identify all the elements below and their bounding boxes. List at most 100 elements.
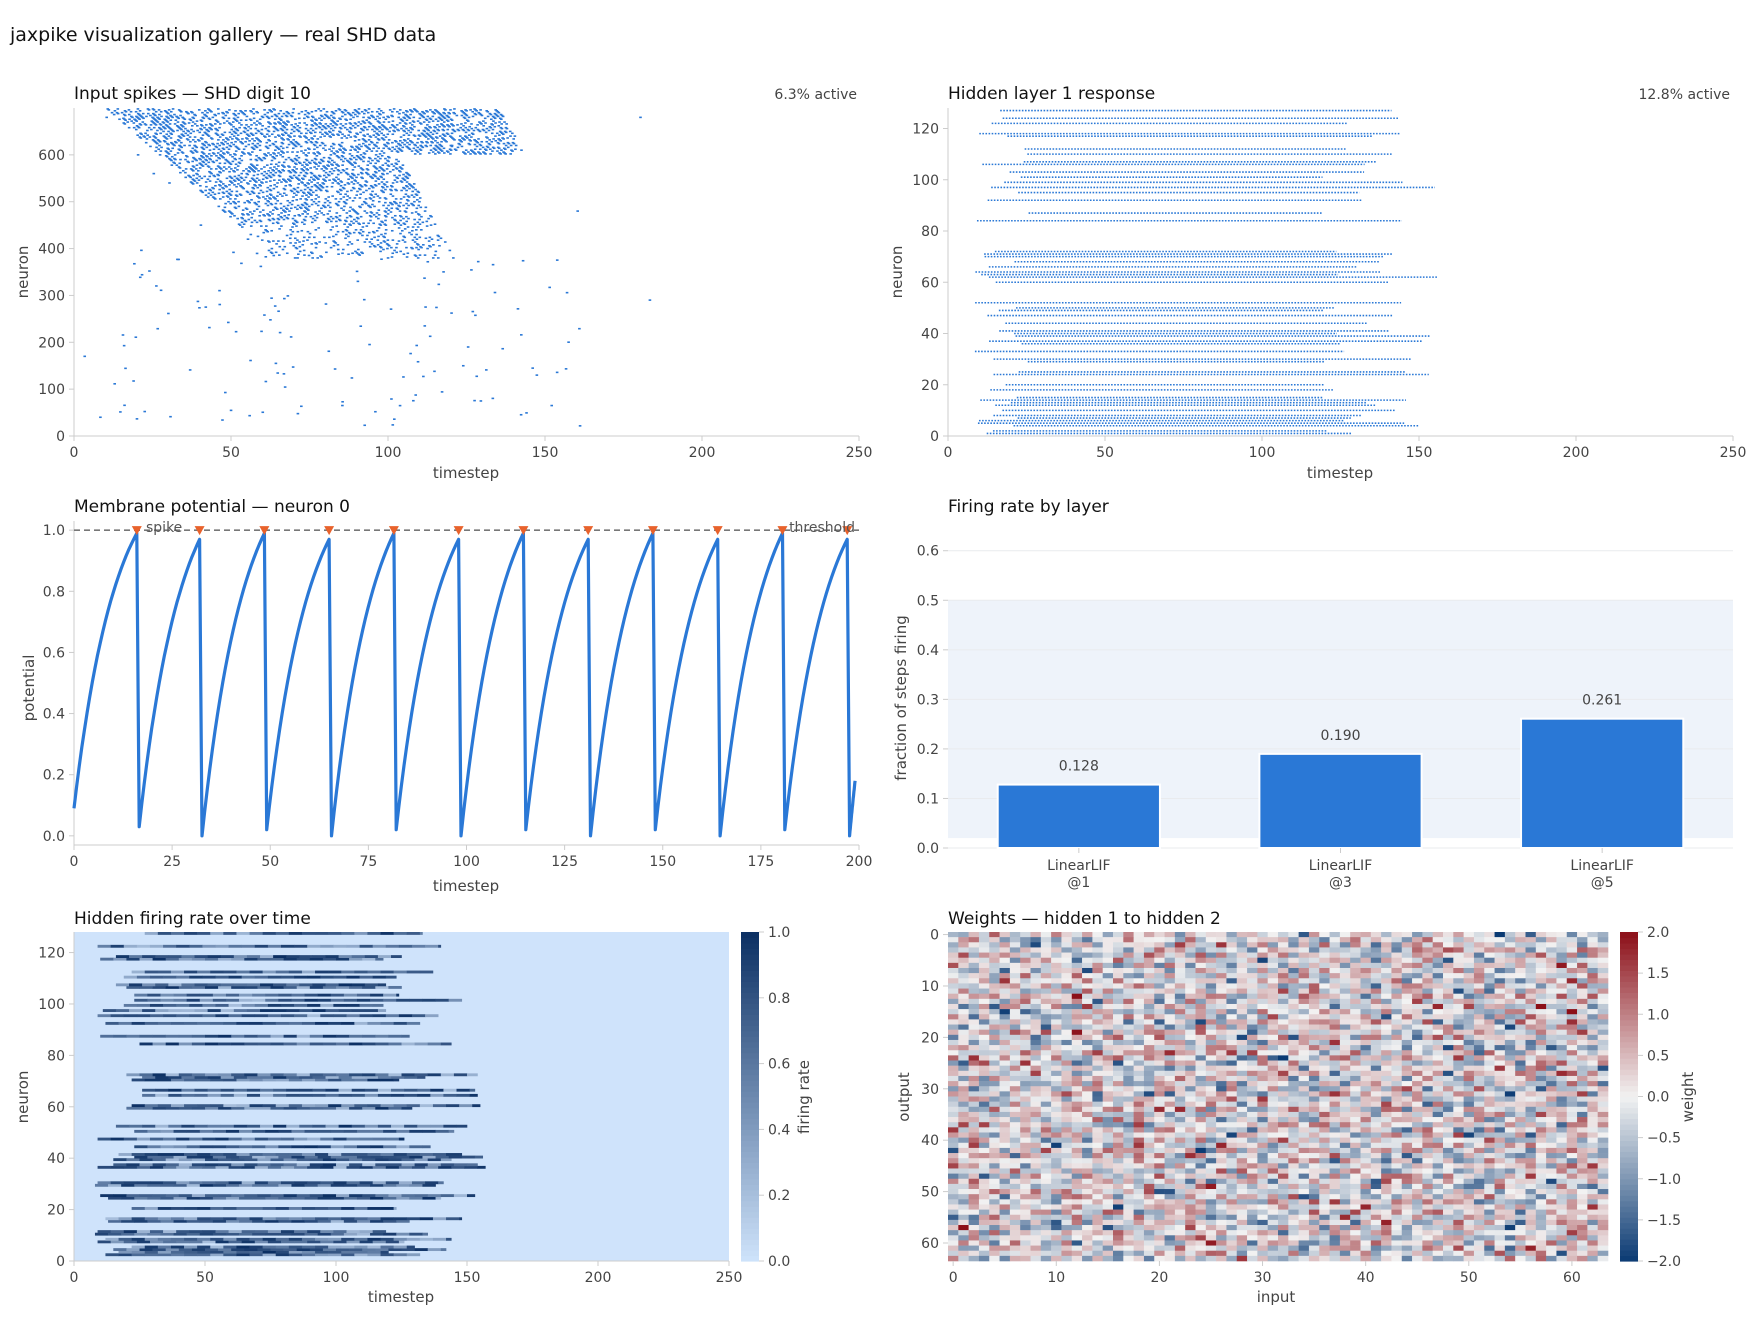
input-spike xyxy=(407,196,411,198)
input-spike xyxy=(287,178,290,181)
input-spike xyxy=(157,140,161,142)
hidden-rate-cell xyxy=(385,1137,400,1141)
input-spike xyxy=(329,127,333,130)
input-spike xyxy=(376,244,380,246)
input-spike xyxy=(167,148,171,151)
weight-cell xyxy=(1453,952,1464,959)
input-spike xyxy=(251,147,255,150)
input-spike xyxy=(462,125,465,127)
input-spike xyxy=(434,153,437,155)
input-spike xyxy=(401,164,405,166)
input-spike xyxy=(219,184,222,187)
panel-input-spikes: Input spikes — SHD digit 10 6.3% active … xyxy=(14,84,872,482)
input-spike xyxy=(433,130,437,133)
input-spike xyxy=(354,229,358,231)
input-spike xyxy=(450,123,453,125)
weight-cell xyxy=(1030,942,1042,948)
input-spike xyxy=(495,132,499,135)
input-spike xyxy=(353,179,356,181)
input-spike xyxy=(386,239,390,241)
input-spike xyxy=(503,152,506,154)
input-spike xyxy=(192,130,195,133)
input-spike xyxy=(184,154,188,157)
weight-cell xyxy=(1566,957,1578,964)
input-spike xyxy=(380,185,384,188)
hidden-rate-cell xyxy=(173,993,187,997)
input-spike xyxy=(155,120,159,122)
hidden-rate-cell xyxy=(249,1078,263,1082)
input-spike xyxy=(359,206,362,209)
input-spike xyxy=(190,182,194,184)
hidden-rate-cell xyxy=(430,1088,444,1092)
input-spike xyxy=(356,111,360,114)
input-spike xyxy=(313,179,316,181)
hidden-rate-cell xyxy=(417,1124,431,1128)
hidden-rate-x-tick-label: 50 xyxy=(196,1270,214,1286)
hidden-rate-cell xyxy=(218,1158,232,1162)
input-spike xyxy=(381,190,384,193)
weight-cell xyxy=(1267,962,1279,969)
hidden-rate-cell xyxy=(94,1232,109,1236)
input-spike xyxy=(360,172,364,175)
input-spike xyxy=(303,210,306,212)
weight-cell xyxy=(1597,947,1609,953)
input-spike xyxy=(263,109,266,111)
weight-cell xyxy=(1123,952,1134,959)
hidden-rate-cell xyxy=(231,1248,245,1252)
input-spike xyxy=(430,137,434,139)
weight-cell xyxy=(989,957,1000,964)
hidden-rate-cell xyxy=(252,1155,266,1159)
input-spike xyxy=(211,142,214,145)
input-spike xyxy=(341,230,345,233)
input-spike xyxy=(342,147,345,150)
hidden-rate-cell xyxy=(105,1021,119,1025)
hidden-rate-cell xyxy=(411,1181,426,1185)
input-spike xyxy=(296,239,299,241)
hidden-rate-cell xyxy=(283,1073,297,1077)
input-spike xyxy=(396,177,400,180)
input-spike xyxy=(501,347,505,350)
input-spike xyxy=(214,119,218,121)
weight-cell xyxy=(1133,952,1145,959)
input-spike xyxy=(367,147,370,150)
input-spike xyxy=(426,141,429,144)
input-spike xyxy=(435,132,439,135)
weight-cell xyxy=(1236,962,1248,969)
input-spike xyxy=(418,112,421,115)
membrane-y-tick-label: 0.2 xyxy=(43,768,65,784)
input-spike xyxy=(267,218,271,221)
input-spike xyxy=(249,127,253,130)
input-spike xyxy=(399,144,402,147)
weight-cell xyxy=(1319,962,1330,969)
hidden-rate-cell xyxy=(349,1158,363,1162)
input-spike xyxy=(405,256,409,258)
weight-cell xyxy=(1587,947,1598,953)
input-spike xyxy=(140,273,144,276)
input-spike xyxy=(123,123,127,125)
input-spike xyxy=(363,201,367,204)
input-spike xyxy=(488,148,492,151)
spike-marker xyxy=(583,526,594,536)
input-spike xyxy=(309,193,312,196)
hidden-rate-cell xyxy=(110,1240,125,1244)
input-spike xyxy=(213,113,216,116)
input-spike xyxy=(340,189,343,192)
input-spike xyxy=(207,153,211,155)
hidden-rate-cell xyxy=(364,1088,379,1092)
input-spike xyxy=(130,115,133,118)
hidden-rate-cell xyxy=(283,1106,297,1110)
hidden-rate-cell xyxy=(207,955,222,959)
input-spike xyxy=(384,229,388,231)
hidden-rate-cell xyxy=(343,1196,358,1200)
weight-cell xyxy=(1350,932,1361,938)
input-spike xyxy=(248,193,252,196)
hidden-rate-cell xyxy=(134,1145,148,1149)
weight-cell xyxy=(1102,932,1114,938)
input-spike xyxy=(355,270,359,273)
input-spike xyxy=(231,155,234,158)
weight-cell xyxy=(1494,937,1506,943)
input-spike xyxy=(336,133,339,136)
input-spike xyxy=(405,132,409,135)
input-spike xyxy=(384,201,387,204)
input-spike xyxy=(164,119,168,121)
